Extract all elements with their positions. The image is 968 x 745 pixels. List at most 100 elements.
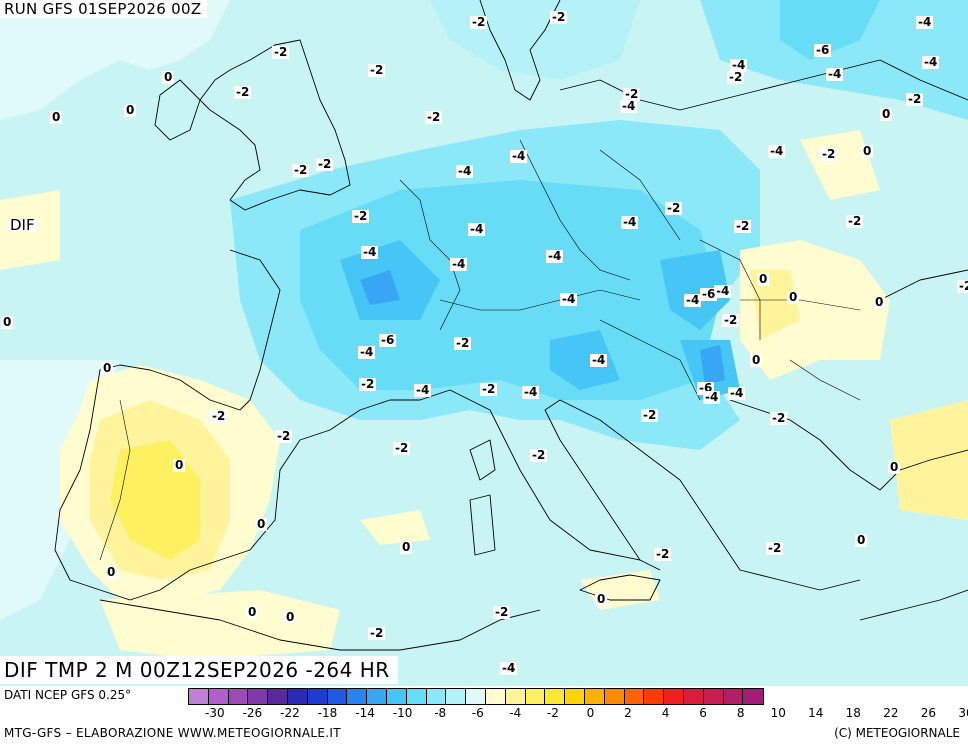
contour-label: -2 — [352, 209, 370, 223]
contour-label: 0 — [750, 353, 763, 367]
contour-label: -2 — [234, 85, 252, 99]
contour-label: -2 — [722, 313, 740, 327]
color-swatch — [367, 689, 387, 704]
color-scale-tick: -30 — [205, 706, 225, 720]
contour-label: -4 — [730, 58, 748, 72]
contour-label: -4 — [560, 292, 578, 306]
color-scale-tick: -2 — [546, 706, 559, 720]
map-graphics — [0, 0, 968, 660]
color-scale-tick: 8 — [736, 706, 745, 720]
color-scale-tick: 18 — [845, 706, 861, 720]
color-swatch — [208, 689, 229, 704]
color-scale-ticks: -30 -26 -22 -18 -14 -10 -8 -6 -4 -2 0 2 4 6 8 10 14 18 22 2… — [188, 706, 968, 722]
color-swatch — [743, 689, 764, 704]
contour-label: -2 — [665, 201, 683, 215]
color-scale-tick: -22 — [280, 706, 300, 720]
contour-label: 0 — [595, 592, 608, 606]
contour-label: 0 — [880, 107, 893, 121]
contour-label: 0 — [888, 460, 901, 474]
color-scale-tick: -14 — [355, 706, 375, 720]
color-swatch — [406, 689, 427, 704]
color-scale-tick: -4 — [509, 706, 522, 720]
color-swatch — [248, 689, 269, 704]
color-swatch — [703, 689, 724, 704]
contour-label: -4 — [620, 99, 638, 113]
contour-label: 0 — [50, 110, 63, 124]
contour-label: -2 — [425, 110, 443, 124]
contour-label: 0 — [873, 295, 886, 309]
contour-label: -4 — [522, 385, 540, 399]
color-swatch — [723, 689, 744, 704]
color-swatch — [664, 689, 684, 704]
contour-label: -4 — [703, 390, 721, 404]
contour-label: -2 — [368, 626, 386, 640]
color-scale-tick: -18 — [317, 706, 338, 720]
contour-label: -4 — [621, 215, 639, 229]
contour-label: 0 — [124, 103, 137, 117]
contour-label: -2 — [210, 409, 228, 423]
run-info-label: RUN GFS 01SEP2026 00Z — [0, 0, 208, 18]
contour-label: -2 — [292, 163, 310, 177]
color-swatch — [584, 689, 605, 704]
contour-label: 0 — [105, 565, 118, 579]
contour-label: -4 — [826, 67, 844, 81]
color-swatch — [426, 689, 447, 704]
color-swatch — [228, 689, 249, 704]
contour-label: -2 — [770, 411, 788, 425]
color-scale — [188, 688, 765, 705]
color-swatch — [485, 689, 506, 704]
contour-label: DIF — [8, 216, 37, 234]
color-swatch — [327, 689, 348, 704]
credit-label: MTG-GFS – ELABORAZIONE WWW.METEOGIORNALE… — [4, 726, 341, 740]
contour-label: -4 — [450, 257, 468, 271]
color-scale-tick: 22 — [883, 706, 899, 720]
color-scale-tick: 6 — [699, 706, 707, 720]
contour-label: -2 — [480, 382, 498, 396]
contour-label: -4 — [358, 345, 376, 359]
contour-label: -2 — [368, 63, 386, 77]
color-scale-tick: -26 — [242, 706, 263, 720]
contour-label: -4 — [361, 245, 379, 259]
contour-label: 0 — [757, 272, 770, 286]
contour-label: -4 — [546, 249, 564, 263]
contour-label: -4 — [456, 164, 474, 178]
color-scale-tick: -10 — [392, 706, 413, 720]
color-scale-tick: 14 — [808, 706, 824, 720]
color-swatch — [565, 689, 585, 704]
contour-label: -2 — [272, 45, 290, 59]
contour-label: -2 — [493, 605, 511, 619]
color-swatch — [604, 689, 625, 704]
color-swatch — [386, 689, 407, 704]
temperature-anomaly-map: -2 -2 -4 -2 0 -2 -6 -4 -4 -2 -2 -4 0 -2 … — [0, 0, 968, 686]
contour-label: 0 — [787, 290, 800, 304]
color-scale-tick: 30 — [958, 706, 968, 720]
color-swatch — [466, 689, 486, 704]
contour-label: 0 — [855, 533, 868, 547]
color-swatch — [644, 689, 665, 704]
contour-label: 0 — [1, 315, 14, 329]
contour-label: -2 — [470, 15, 488, 29]
contour-label: -2 — [654, 547, 672, 561]
copyright-label: (C) METEOGIORNALE — [834, 726, 960, 740]
color-scale-tick: 26 — [920, 706, 937, 720]
color-swatch — [505, 689, 526, 704]
color-scale-tick: 4 — [661, 706, 670, 720]
color-scale-tick: -8 — [434, 706, 447, 720]
contour-label: 0 — [255, 517, 268, 531]
legend: DATI NCEP GFS 0.25° -30 -26 -22 -18 -14 -10 -8… — [0, 686, 968, 745]
contour-label: -4 — [768, 144, 786, 158]
contour-label: -2 — [957, 280, 968, 293]
contour-label: -4 — [500, 661, 518, 675]
contour-label: 0 — [284, 610, 297, 624]
contour-label: -2 — [623, 87, 641, 101]
color-swatch — [525, 689, 546, 704]
color-swatch — [683, 689, 704, 704]
contour-label: -4 — [728, 386, 746, 400]
contour-label: -2 — [359, 377, 377, 391]
contour-label: -2 — [766, 541, 784, 555]
contour-label: -4 — [714, 284, 732, 298]
contour-label: -2 — [393, 441, 411, 455]
data-source-label: DATI NCEP GFS 0.25° — [4, 688, 132, 702]
color-swatch — [287, 689, 308, 704]
contour-label: 0 — [400, 540, 413, 554]
